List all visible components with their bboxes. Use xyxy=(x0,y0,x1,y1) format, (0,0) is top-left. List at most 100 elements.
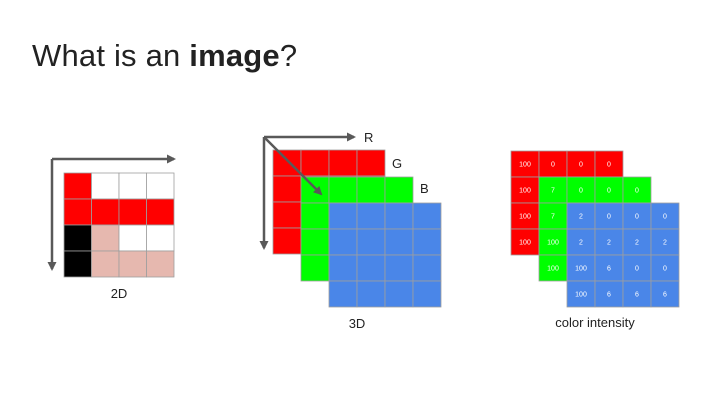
intensity-cell xyxy=(566,254,596,282)
pixel-cell xyxy=(91,224,120,252)
pixel-cell xyxy=(63,198,92,226)
intensity-value: 6 xyxy=(607,266,611,273)
intensity-value: 100 xyxy=(547,240,559,247)
intensity-value: 0 xyxy=(635,266,639,273)
channel-cell xyxy=(272,149,302,177)
channel-cell xyxy=(328,254,358,282)
intensity-value: 7 xyxy=(551,214,555,221)
intensity-value: 0 xyxy=(663,214,667,221)
pixel-cell xyxy=(63,172,92,200)
channel-cell xyxy=(328,176,358,204)
pixel-cell xyxy=(91,250,120,278)
channel-cell xyxy=(328,149,358,177)
pixel-cell xyxy=(118,198,147,226)
layer-label-b: B xyxy=(420,181,429,196)
caption-2d: 2D xyxy=(111,286,128,301)
page-title: What is an image? xyxy=(32,38,297,74)
intensity-value: 2 xyxy=(663,240,667,247)
layers-3d xyxy=(272,149,442,308)
diagram-2d: 2D xyxy=(47,154,176,301)
intensity-value: 100 xyxy=(575,292,587,299)
intensity-value: 6 xyxy=(663,292,667,299)
intensity-value: 100 xyxy=(519,162,531,169)
intensity-cell xyxy=(622,228,652,256)
intensity-cell xyxy=(538,150,568,178)
intensity-layer-blue: 2 0 0 0 2 2 2 2 100 6 0 0 100 6 6 6 xyxy=(566,202,680,308)
layer-label-r: R xyxy=(364,130,373,145)
intensity-value: 0 xyxy=(607,214,611,221)
layer-label-g: G xyxy=(392,156,402,171)
intensity-value: 100 xyxy=(519,214,531,221)
intensity-value: 2 xyxy=(607,240,611,247)
pixel-cell xyxy=(91,172,120,200)
caption-3d: 3D xyxy=(349,316,366,331)
intensity-value: 6 xyxy=(635,292,639,299)
channel-cell xyxy=(272,175,302,203)
intensity-cell xyxy=(622,176,652,204)
intensity-value: 100 xyxy=(519,188,531,195)
channel-cell xyxy=(328,202,358,230)
intensity-cell xyxy=(594,280,624,308)
channel-cell xyxy=(356,149,386,177)
intensity-value: 0 xyxy=(607,162,611,169)
intensity-value: 6 xyxy=(607,292,611,299)
channel-cell xyxy=(384,280,414,308)
channel-cell xyxy=(300,202,330,230)
channel-cell xyxy=(300,176,330,204)
channel-cell xyxy=(412,254,442,282)
intensity-cell xyxy=(538,228,568,256)
intensity-value: 0 xyxy=(579,162,583,169)
intensity-cell xyxy=(622,254,652,282)
intensity-cell xyxy=(566,150,596,178)
channel-cell xyxy=(384,176,414,204)
intensity-cell xyxy=(566,228,596,256)
pixel-cell xyxy=(118,224,147,252)
title-suffix: ? xyxy=(279,38,298,73)
layers-intensity: 100 0 0 0 100 100 100 7 0 0 0 7 100 100 2 0 0 0 2 2 2 2 100 6 0 0… xyxy=(510,150,680,308)
pixel-cell xyxy=(118,250,147,278)
intensity-cell xyxy=(650,254,680,282)
intensity-cell xyxy=(510,202,540,230)
intensity-cell xyxy=(510,150,540,178)
channel-cell xyxy=(412,280,442,308)
pixel-cell xyxy=(63,224,92,252)
channel-cell xyxy=(356,228,386,256)
channel-cell xyxy=(356,254,386,282)
channel-cell xyxy=(384,202,414,230)
channel-layer-blue xyxy=(328,202,442,308)
intensity-cell xyxy=(566,176,596,204)
intensity-cell xyxy=(566,202,596,230)
channel-cell xyxy=(412,228,442,256)
pixel-cell xyxy=(146,172,175,200)
channel-cell xyxy=(300,149,330,177)
diagram-intensity: 100 0 0 0 100 100 100 7 0 0 0 7 100 100 2 0 0 0 2 2 2 2 100 6 0 0… xyxy=(510,150,680,330)
intensity-value: 0 xyxy=(663,266,667,273)
intensity-cell xyxy=(594,228,624,256)
pixel-cell xyxy=(146,250,175,278)
z-axis-arrow-3d xyxy=(263,136,323,196)
intensity-cell xyxy=(650,280,680,308)
channel-cell xyxy=(356,280,386,308)
title-bold: image xyxy=(189,38,280,73)
channel-cell xyxy=(384,254,414,282)
intensity-value: 2 xyxy=(579,214,583,221)
channel-cell xyxy=(328,280,358,308)
intensity-value: 7 xyxy=(551,188,555,195)
pixel-cell xyxy=(63,250,92,278)
intensity-value: 0 xyxy=(579,188,583,195)
pixel-cell xyxy=(118,172,147,200)
channel-cell xyxy=(384,228,414,256)
intensity-value: 100 xyxy=(575,266,587,273)
title-prefix: What is an xyxy=(32,38,190,73)
channel-cell xyxy=(300,254,330,282)
intensity-value: 100 xyxy=(547,266,559,273)
intensity-value: 0 xyxy=(607,188,611,195)
pixel-cell xyxy=(146,198,175,226)
intensity-value: 0 xyxy=(635,214,639,221)
pixel-cell xyxy=(91,198,120,226)
intensity-value: 2 xyxy=(635,240,639,247)
channel-cell xyxy=(412,202,442,230)
intensity-cell xyxy=(650,202,680,230)
intensity-cell xyxy=(594,150,624,178)
